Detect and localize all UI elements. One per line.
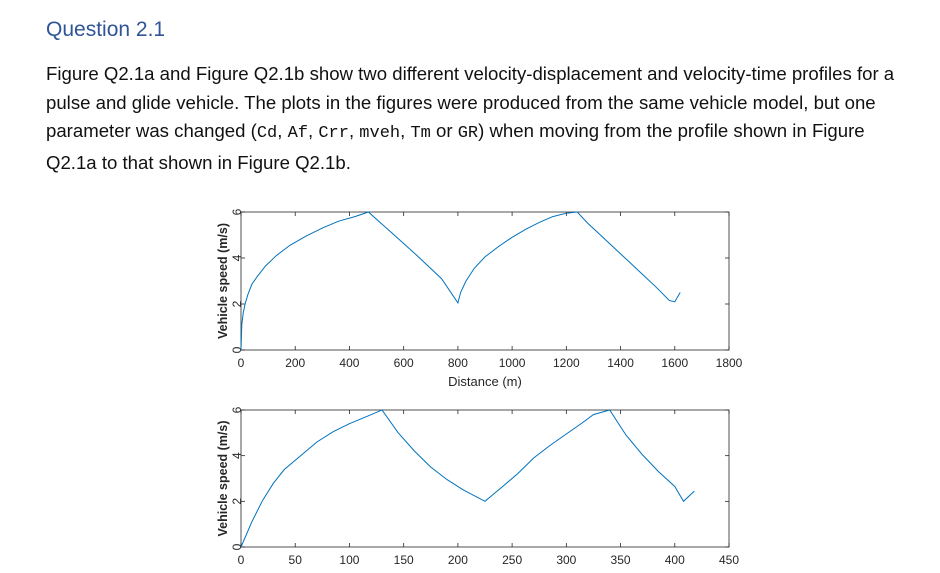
param-af: Af bbox=[287, 124, 308, 143]
param-separator: , bbox=[277, 120, 288, 141]
x-tick-label: 1200 bbox=[553, 356, 580, 370]
x-tick-label: 300 bbox=[556, 553, 576, 567]
x-tick-label: 1400 bbox=[607, 356, 634, 370]
x-tick-label: 1600 bbox=[661, 356, 688, 370]
param-separator: , bbox=[308, 120, 319, 141]
x-tick-label: 0 bbox=[238, 553, 245, 567]
param-gr: GR bbox=[457, 124, 479, 143]
y-tick-label: 4 bbox=[230, 254, 244, 261]
question-title: Question 2.1 bbox=[46, 18, 166, 41]
y-tick-label: 2 bbox=[230, 300, 244, 307]
x-tick-label: 800 bbox=[448, 356, 468, 370]
plot-frame-a bbox=[240, 211, 730, 351]
param-crr: Crr bbox=[318, 124, 349, 143]
x-tick-label: 250 bbox=[502, 553, 522, 567]
x-tick-label: 1800 bbox=[716, 356, 743, 370]
x-tick-label: 1000 bbox=[499, 356, 526, 370]
speed-series-line-a bbox=[240, 211, 681, 351]
x-tick-label: 350 bbox=[611, 553, 631, 567]
y-tick-label: 6 bbox=[230, 208, 244, 215]
x-tick-label: 150 bbox=[394, 553, 414, 567]
x-tick-label: 100 bbox=[339, 553, 359, 567]
param-separator: , bbox=[348, 120, 360, 141]
y-tick-label: 2 bbox=[230, 498, 244, 505]
param-separator: , bbox=[400, 120, 411, 141]
x-tick-label: 450 bbox=[719, 553, 739, 567]
speed-series-line-b bbox=[240, 409, 695, 548]
x-tick-label: 50 bbox=[289, 553, 303, 567]
param-or: or bbox=[430, 120, 458, 141]
x-tick-label: 200 bbox=[285, 356, 305, 370]
y-tick-label: 6 bbox=[230, 406, 244, 413]
question-text: Figure Q2.1a and Figure Q2.1b show two d… bbox=[46, 60, 916, 177]
y-tick-label: 0 bbox=[230, 543, 244, 550]
x-tick-label: 400 bbox=[665, 553, 685, 567]
y-tick-label: 0 bbox=[230, 346, 244, 353]
x-tick-label: 200 bbox=[448, 553, 468, 567]
param-tm: Tm bbox=[410, 124, 431, 143]
question-text-part-2: ) when moving from the profile shown in … bbox=[46, 120, 865, 173]
y-axis-label: Vehicle speed (m/s) bbox=[216, 223, 230, 339]
y-tick-label: 4 bbox=[230, 452, 244, 459]
x-tick-label: 600 bbox=[394, 356, 414, 370]
param-mveh: mveh bbox=[359, 124, 401, 143]
x-tick-label: 400 bbox=[339, 356, 359, 370]
x-tick-label: 0 bbox=[238, 356, 245, 370]
question-text-part-1: Figure Q2.1a and Figure Q2.1b show two d… bbox=[46, 63, 895, 141]
y-axis-label: Vehicle speed (m/s) bbox=[216, 420, 230, 536]
param-cd: Cd bbox=[256, 124, 278, 143]
x-axis-label: Distance (m) bbox=[448, 374, 522, 389]
plot-frame-b bbox=[240, 409, 730, 548]
